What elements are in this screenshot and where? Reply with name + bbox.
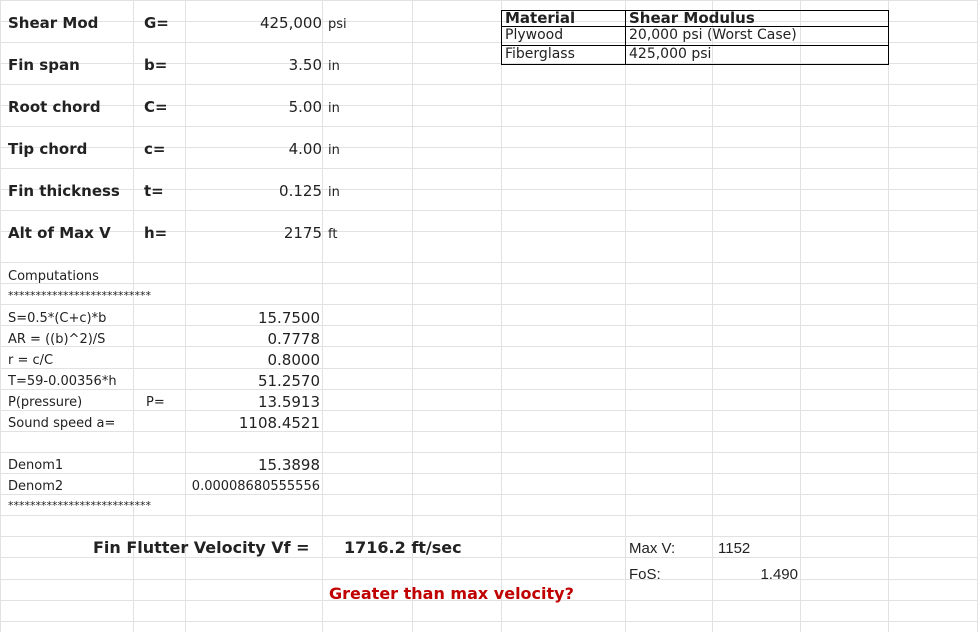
value-sound-speed[interactable]: 1108.4521	[238, 414, 320, 432]
formula-pressure[interactable]: P(pressure)	[8, 395, 83, 410]
modulus-header[interactable]: Shear Modulus	[625, 10, 889, 27]
value-r[interactable]: 0.8000	[267, 351, 321, 369]
formula-r[interactable]: r = c/C	[8, 353, 54, 368]
value-s[interactable]: 15.7500	[257, 309, 320, 327]
symbol-C[interactable]: C=	[144, 98, 168, 116]
unit-fin-span[interactable]: in	[328, 59, 340, 74]
fos-label[interactable]: FoS:	[629, 566, 661, 583]
symbol-p[interactable]: P=	[146, 395, 165, 410]
computations-title[interactable]: Computations	[8, 269, 99, 284]
label-alt-max-v[interactable]: Alt of Max V	[8, 224, 111, 242]
warning-text[interactable]: Greater than max velocity?	[329, 584, 574, 603]
value-pressure[interactable]: 13.5913	[257, 393, 320, 411]
modulus-fiberglass[interactable]: 425,000 psi	[625, 45, 889, 65]
symbol-h[interactable]: h=	[144, 224, 168, 242]
label-denom2[interactable]: Denom2	[8, 479, 64, 494]
symbol-c[interactable]: c=	[144, 140, 166, 158]
unit-tip-chord[interactable]: in	[328, 143, 340, 158]
label-fin-thickness[interactable]: Fin thickness	[8, 182, 120, 200]
label-root-chord[interactable]: Root chord	[8, 98, 101, 116]
label-denom1[interactable]: Denom1	[8, 458, 64, 473]
modulus-plywood[interactable]: 20,000 psi (Worst Case)	[625, 26, 889, 46]
value-root-chord[interactable]: 5.00	[288, 98, 322, 116]
value-shear-mod[interactable]: 425,000	[259, 14, 322, 32]
symbol-t[interactable]: t=	[144, 182, 164, 200]
value-denom2[interactable]: 0.00008680555556	[191, 479, 320, 494]
label-tip-chord[interactable]: Tip chord	[8, 140, 88, 158]
flutter-velocity-value[interactable]: 1716.2 ft/sec	[344, 538, 462, 557]
material-plywood[interactable]: Plywood	[501, 26, 626, 46]
symbol-g[interactable]: G=	[144, 14, 169, 32]
value-fin-span[interactable]: 3.50	[288, 56, 322, 74]
material-header[interactable]: Material	[501, 10, 626, 27]
max-v-label[interactable]: Max V:	[629, 540, 676, 557]
value-alt-max-v[interactable]: 2175	[283, 224, 322, 242]
formula-sound-speed[interactable]: Sound speed a=	[8, 416, 116, 431]
symbol-b[interactable]: b=	[144, 56, 168, 74]
stars-divider-bottom: **************************	[8, 499, 151, 512]
flutter-velocity-label[interactable]: Fin Flutter Velocity Vf =	[93, 538, 310, 557]
stars-divider-top: **************************	[8, 289, 151, 302]
formula-s[interactable]: S=0.5*(C+c)*b	[8, 311, 107, 326]
max-v-value[interactable]: 1152	[718, 540, 751, 557]
label-shear-mod[interactable]: Shear Mod	[8, 14, 99, 32]
unit-alt-max-v[interactable]: ft	[328, 227, 338, 242]
fos-value[interactable]: 1.490	[760, 566, 798, 583]
unit-root-chord[interactable]: in	[328, 101, 340, 116]
formula-ar[interactable]: AR = ((b)^2)/S	[8, 332, 106, 347]
material-fiberglass[interactable]: Fiberglass	[501, 45, 626, 65]
unit-shear-mod[interactable]: psi	[328, 17, 347, 32]
value-t[interactable]: 51.2570	[257, 372, 320, 390]
label-fin-span[interactable]: Fin span	[8, 56, 80, 74]
value-fin-thickness[interactable]: 0.125	[279, 182, 322, 200]
value-ar[interactable]: 0.7778	[267, 330, 321, 348]
formula-t[interactable]: T=59-0.00356*h	[8, 374, 117, 389]
value-denom1[interactable]: 15.3898	[257, 456, 320, 474]
unit-fin-thickness[interactable]: in	[328, 185, 340, 200]
material-table: Material Shear Modulus Plywood 20,000 ps…	[501, 10, 889, 65]
value-tip-chord[interactable]: 4.00	[288, 140, 322, 158]
